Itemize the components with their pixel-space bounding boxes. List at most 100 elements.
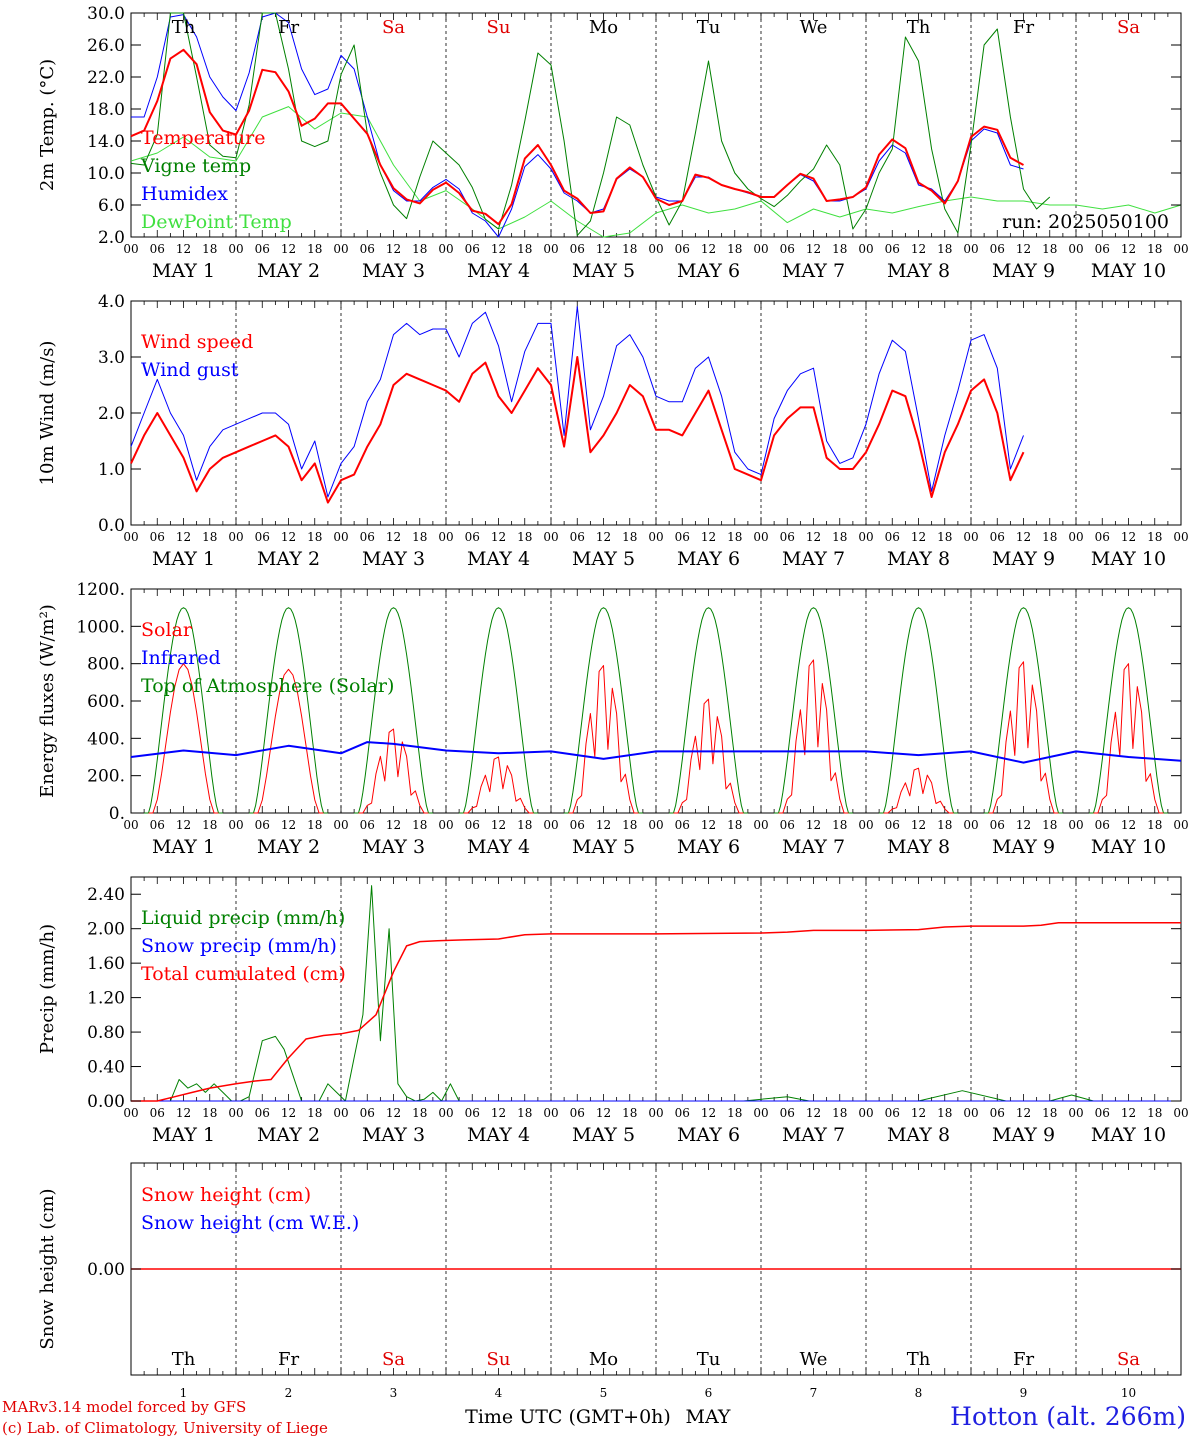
date-label: MAY 5 xyxy=(572,260,635,282)
hour-tick-label: 18 xyxy=(202,242,217,256)
hour-tick-label: 12 xyxy=(1121,818,1136,832)
hour-tick-label: 18 xyxy=(832,530,847,544)
weekday-label: Th xyxy=(907,1349,931,1370)
hour-tick-label: 18 xyxy=(727,1106,742,1120)
series-total-cumulated-cm--line xyxy=(131,921,1181,1102)
y-tick-label: 600. xyxy=(87,692,125,712)
date-label: MAY 9 xyxy=(992,1124,1055,1146)
hour-tick-label: 12 xyxy=(176,530,191,544)
hour-tick-label: 06 xyxy=(150,1106,165,1120)
weekday-label: Fr xyxy=(1013,17,1034,38)
hour-tick-label: 18 xyxy=(1147,818,1162,832)
hour-tick-label: 00 xyxy=(858,530,873,544)
hour-tick-label: 18 xyxy=(1042,530,1057,544)
hour-tick-label: 00 xyxy=(963,1106,978,1120)
day-number-label: 5 xyxy=(600,1386,608,1400)
hour-tick-label: 18 xyxy=(622,242,637,256)
date-label: MAY 4 xyxy=(467,548,530,570)
hour-tick-label: 18 xyxy=(517,1106,532,1120)
hour-tick-label: 18 xyxy=(937,818,952,832)
hour-tick-label: 06 xyxy=(1095,242,1110,256)
hour-tick-label: 18 xyxy=(412,818,427,832)
legend-entry: Wind gust xyxy=(141,359,239,381)
hour-tick-label: 12 xyxy=(911,242,926,256)
hour-tick-label: 00 xyxy=(438,1106,453,1120)
hour-tick-label: 18 xyxy=(307,818,322,832)
series-toa-solar-line xyxy=(564,607,643,814)
series-toa-solar-line xyxy=(669,607,748,814)
hour-tick-label: 12 xyxy=(911,818,926,832)
hour-tick-label: 00 xyxy=(963,242,978,256)
hour-tick-label: 12 xyxy=(806,1106,821,1120)
weekday-label: Tu xyxy=(697,17,721,38)
hour-tick-label: 06 xyxy=(150,818,165,832)
hour-tick-label: 00 xyxy=(438,242,453,256)
hour-tick-label: 00 xyxy=(648,530,663,544)
hour-tick-label: 00 xyxy=(543,530,558,544)
y-tick-label: 200. xyxy=(87,767,125,787)
panel-1-frame xyxy=(130,12,1182,238)
hour-tick-label: 18 xyxy=(517,530,532,544)
y-tick-label: 1.20 xyxy=(87,989,125,1009)
series-solar-line xyxy=(673,698,744,814)
date-label: MAY 3 xyxy=(362,548,425,570)
hour-tick-label: 06 xyxy=(990,242,1005,256)
series-infrared-line xyxy=(130,741,1182,764)
hour-tick-label: 00 xyxy=(123,530,138,544)
weekday-label: Tu xyxy=(697,1349,721,1370)
hour-tick-label: 18 xyxy=(727,818,742,832)
hour-tick-label: 06 xyxy=(675,530,690,544)
hour-tick-label: 06 xyxy=(255,1106,270,1120)
day-number-label: 6 xyxy=(705,1386,713,1400)
date-label: MAY 2 xyxy=(257,836,320,858)
y-axis-label: 2m Temp. (°C) xyxy=(37,59,58,191)
station-name: Hotton (alt. 266m) xyxy=(950,1402,1186,1431)
hour-tick-label: 06 xyxy=(990,818,1005,832)
hour-tick-label: 12 xyxy=(911,1106,926,1120)
run-annotation: run: 2025050100 xyxy=(1002,211,1169,233)
y-tick-label: 0.0 xyxy=(98,516,125,536)
date-label: MAY 10 xyxy=(1091,260,1166,282)
hour-tick-label: 06 xyxy=(360,1106,375,1120)
hour-tick-label: 00 xyxy=(753,530,768,544)
hour-tick-label: 12 xyxy=(176,242,191,256)
hour-tick-label: 00 xyxy=(753,1106,768,1120)
hour-tick-label: 18 xyxy=(202,818,217,832)
hour-tick-label: 12 xyxy=(386,1106,401,1120)
hour-tick-label: 00 xyxy=(333,818,348,832)
date-label: MAY 9 xyxy=(992,260,1055,282)
hour-tick-label: 00 xyxy=(123,818,138,832)
hour-tick-label: 00 xyxy=(963,530,978,544)
weekday-label: Sa xyxy=(382,1349,405,1370)
legend-entry: Temperature xyxy=(141,127,265,149)
series-solar-line xyxy=(883,767,954,814)
y-tick-label: 0.80 xyxy=(87,1023,125,1043)
hour-tick-label: 18 xyxy=(412,1106,427,1120)
hour-tick-label: 12 xyxy=(386,818,401,832)
hour-tick-label: 06 xyxy=(150,530,165,544)
hour-tick-label: 18 xyxy=(1042,818,1057,832)
legend-entry: Snow height (cm) xyxy=(141,1184,311,1206)
date-label: MAY 6 xyxy=(677,260,740,282)
lab-credit: (c) Lab. of Climatology, University of L… xyxy=(2,1419,328,1437)
hour-tick-label: 06 xyxy=(675,818,690,832)
date-label: MAY 9 xyxy=(992,836,1055,858)
hour-tick-label: 12 xyxy=(806,242,821,256)
hour-tick-label: 00 xyxy=(333,530,348,544)
date-label: MAY 7 xyxy=(782,1124,845,1146)
weekday-label: Fr xyxy=(1013,1349,1034,1370)
date-label: MAY 3 xyxy=(362,1124,425,1146)
hour-tick-label: 12 xyxy=(176,818,191,832)
series-solar-line xyxy=(358,728,429,814)
legend-entry: DewPoint Temp xyxy=(141,211,292,233)
series-humidex-line xyxy=(131,12,1024,238)
hour-tick-label: 12 xyxy=(1016,818,1031,832)
hour-tick-label: 12 xyxy=(1121,242,1136,256)
series-toa-solar-line xyxy=(774,607,853,814)
hour-tick-label: 06 xyxy=(885,1106,900,1120)
hour-tick-label: 12 xyxy=(281,530,296,544)
hour-tick-label: 12 xyxy=(386,530,401,544)
series-solar-line xyxy=(253,668,324,814)
date-label: MAY 7 xyxy=(782,260,845,282)
hour-tick-label: 18 xyxy=(937,1106,952,1120)
